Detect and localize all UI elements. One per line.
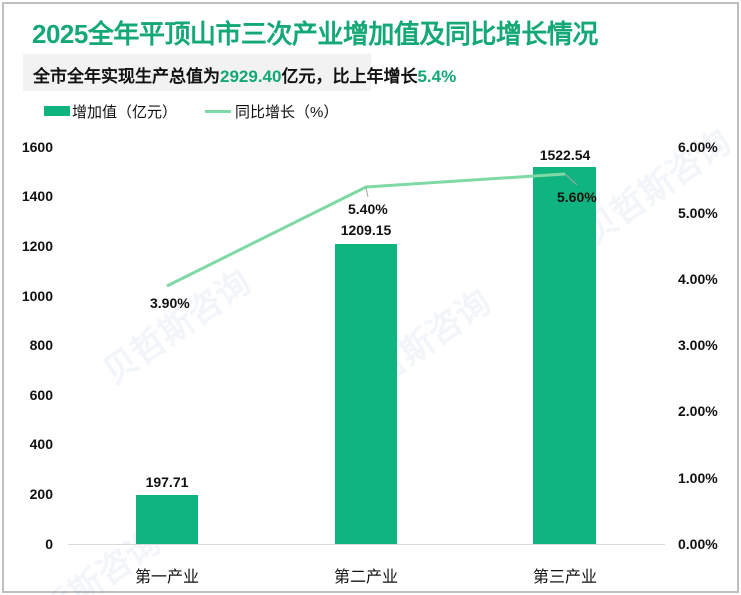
subtitle-box: 全市全年实现生产总值为2929.40亿元，比上年增长5.4% [23, 54, 456, 91]
y-right-tick: 0.00% [678, 536, 718, 552]
chart-legend: 增加值（亿元） 同比增长（%） [44, 101, 338, 121]
y-right-tick: 3.00% [678, 337, 718, 353]
y-right-tick: 4.00% [678, 271, 718, 287]
chart-title: 2025全年平顶山市三次产业增加值及同比增长情况 [32, 14, 598, 51]
x-category-label: 第二产业 [333, 567, 398, 586]
y-right-tick: 2.00% [678, 403, 718, 419]
leader-line [564, 173, 578, 186]
x-category-label: 第三产业 [532, 567, 597, 586]
y-left-tick: 1000 [21, 288, 53, 304]
x-axis-line [68, 544, 665, 545]
y-left-tick: 1600 [21, 139, 53, 155]
y-left-tick: 600 [29, 387, 53, 403]
y-left-tick: 0 [45, 536, 53, 552]
title-text: 全年平顶山市三次产业增加值及同比增长情况 [87, 19, 599, 49]
bar-value-label: 1522.54 [539, 147, 591, 163]
y-right-tick: 5.00% [678, 205, 718, 221]
chart-subtitle: 全市全年实现生产总值为2929.40亿元，比上年增长5.4% [33, 62, 456, 87]
bar-primary-industry [136, 495, 198, 544]
growth-value: 5.4% [417, 67, 457, 86]
bar-value-label: 197.71 [145, 474, 189, 490]
bar-value-label: 1209.15 [340, 222, 392, 238]
legend-line-swatch-icon [205, 109, 232, 113]
y-right-tick: 6.00% [678, 139, 718, 155]
line-value-label: 5.60% [557, 189, 597, 205]
gdp-value: 2929.40 [220, 67, 282, 86]
legend-line-label: 同比增长（%） [235, 103, 339, 121]
x-category-label: 第一产业 [134, 567, 199, 586]
line-value-label: 3.90% [150, 295, 190, 311]
legend-bar-label: 增加值（亿元） [72, 103, 178, 121]
y-left-tick: 1200 [21, 238, 53, 254]
y-left-tick: 800 [29, 337, 53, 353]
line-value-label: 5.40% [348, 201, 388, 217]
growth-polyline [166, 172, 566, 288]
leader-line [365, 186, 369, 198]
bar-tertiary-industry [533, 167, 596, 544]
title-year: 2025 [32, 19, 88, 49]
subtitle-prefix: 全市全年实现生产总值为 [33, 67, 220, 86]
y-left-tick: 1400 [21, 188, 53, 204]
bar-secondary-industry [335, 244, 397, 544]
legend-bar-swatch-icon [44, 106, 70, 116]
subtitle-middle: 亿元，比上年增长 [281, 67, 418, 86]
y-right-tick: 1.00% [678, 470, 718, 486]
y-left-tick: 200 [29, 486, 53, 502]
y-left-tick: 400 [29, 436, 53, 452]
